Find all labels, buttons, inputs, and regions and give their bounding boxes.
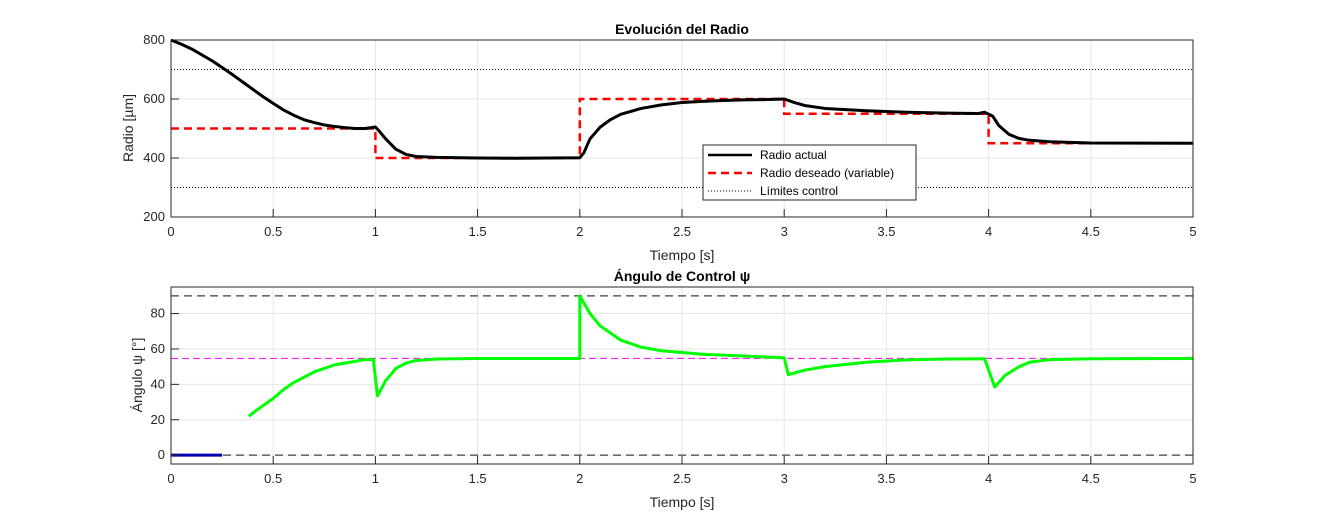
angle-xtick-label: 4.5 xyxy=(1082,471,1100,486)
radius-xtick-label: 0 xyxy=(167,224,174,239)
angle-ytick-label: 60 xyxy=(151,341,165,356)
radius-xtick-label: 5 xyxy=(1189,224,1196,239)
angle-lines xyxy=(171,294,1194,457)
radius-title: Evolución del Radio xyxy=(615,21,749,37)
angle-xtick-label: 2.5 xyxy=(673,471,691,486)
angle-xtick-label: 4 xyxy=(985,471,992,486)
radius-ytick-label: 400 xyxy=(143,150,165,165)
radius-ytick-label: 200 xyxy=(143,209,165,224)
angle-xtick-label: 0 xyxy=(167,471,174,486)
angle-ytick-label: 80 xyxy=(151,306,165,321)
radius-xtick-label: 2.5 xyxy=(673,224,691,239)
angle-xlabel: Tiempo [s] xyxy=(650,494,715,510)
angle-xtick-label: 0.5 xyxy=(264,471,282,486)
angle-ticks: 0 0.5 1 1.5 2 2.5 3 3.5 4 4.5 5 0 20 40 60 80 xyxy=(151,306,1197,486)
angle-xtick-label: 5 xyxy=(1189,471,1196,486)
angle-title: Ángulo de Control ψ xyxy=(614,268,751,284)
radius-lines xyxy=(170,38,1194,188)
legend-label-actual: Radio actual xyxy=(760,148,827,162)
radius-actual-line xyxy=(170,38,1194,160)
angle-ytick-label: 20 xyxy=(151,412,165,427)
angle-ytick-label: 40 xyxy=(151,376,165,391)
radius-ytick-label: 800 xyxy=(143,32,165,47)
radius-xtick-label: 1 xyxy=(372,224,379,239)
angle-plot: 0 0.5 1 1.5 2 2.5 3 3.5 4 4.5 5 0 20 40 60 80 Ángulo de… xyxy=(129,268,1197,510)
radius-xtick-label: 4 xyxy=(985,224,992,239)
angle-xtick-label: 3.5 xyxy=(877,471,895,486)
angle-xtick-label: 1.5 xyxy=(469,471,487,486)
angle-line xyxy=(247,294,1194,418)
radius-xlabel: Tiempo [s] xyxy=(650,247,715,263)
angle-xtick-label: 2 xyxy=(576,471,583,486)
angle-ytick-label: 0 xyxy=(158,447,165,462)
radius-xtick-label: 3.5 xyxy=(877,224,895,239)
radius-xtick-label: 4.5 xyxy=(1082,224,1100,239)
radius-plot: 0 0.5 1 1.5 2 2.5 3 3.5 4 4.5 5 200 400 600 800 Evoluc… xyxy=(120,21,1197,263)
radius-ylabel: Radio [µm] xyxy=(120,94,136,162)
radius-xtick-label: 1.5 xyxy=(469,224,487,239)
angle-xtick-label: 1 xyxy=(372,471,379,486)
radius-xtick-label: 3 xyxy=(781,224,788,239)
legend-label-desired: Radio deseado (variable) xyxy=(760,166,894,180)
legend-label-limits: Límites control xyxy=(760,184,838,198)
radius-desired-line xyxy=(171,97,1193,160)
angle-ylabel: Ángulo ψ [°] xyxy=(129,338,145,413)
radius-xtick-label: 2 xyxy=(576,224,583,239)
legend: Radio actual Radio deseado (variable) Lí… xyxy=(702,144,917,201)
angle-xtick-label: 3 xyxy=(781,471,788,486)
radius-ytick-label: 600 xyxy=(143,91,165,106)
radius-xtick-label: 0.5 xyxy=(264,224,282,239)
radius-ticks: 0 0.5 1 1.5 2 2.5 3 3.5 4 4.5 5 200 400 600 800 xyxy=(143,32,1196,239)
